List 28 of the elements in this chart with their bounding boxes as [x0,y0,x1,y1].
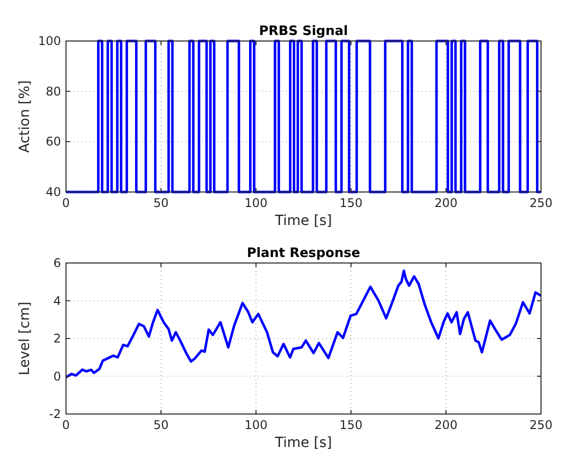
x-tick-label: 100 [244,418,268,432]
y-tick-label: 40 [46,185,61,199]
y-axis-title: Level [cm] [17,302,33,376]
x-axis-title: Time [s] [274,435,332,451]
y-tick-label: 80 [46,84,61,98]
x-tick-label: 100 [244,196,268,210]
chart-title: PRBS Signal [259,24,348,39]
y-tick-label: -2 [49,407,61,421]
x-tick-label: 150 [340,196,362,210]
x-tick-label: 250 [530,418,552,432]
x-axis-title: Time [s] [274,213,332,229]
x-tick-label: 50 [153,418,169,432]
x-tick-label: 250 [530,196,552,210]
y-tick-label: 4 [53,294,61,308]
x-tick-label: 0 [62,418,70,432]
x-tick-label: 50 [153,196,169,210]
y-tick-label: 60 [46,134,61,149]
chart-title: Plant Response [246,246,360,261]
x-tick-label: 150 [340,418,362,432]
line-series [64,269,542,378]
x-tick-label: 200 [434,418,458,432]
y-axis-title: Action [%] [17,80,33,153]
y-tick-label: 6 [53,256,61,270]
y-tick-label: 2 [53,332,61,346]
x-tick-label: 200 [434,196,458,210]
y-tick-label: 100 [38,34,61,48]
x-tick-label: 0 [62,196,70,210]
y-tick-label: 0 [53,369,61,384]
